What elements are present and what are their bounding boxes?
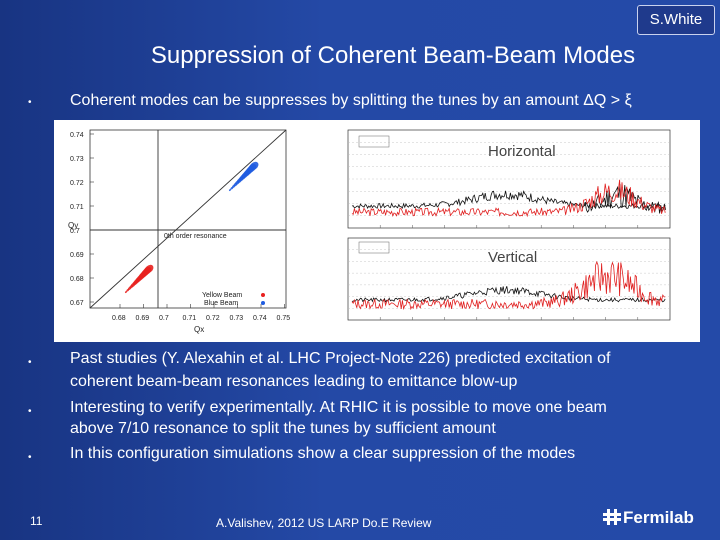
tune-x-tick-label: 0.71 [183,315,197,322]
tune-x-tick-label: 0.75 [277,315,291,322]
tune-x-tick-label: 0.73 [230,315,244,322]
tune-x-tick-label: 0.68 [112,315,126,322]
fermilab-logo-icon [603,509,621,525]
horizontal-grid [348,142,670,228]
bullet-text-2-line-2: coherent beam-beam resonances leading to… [70,373,518,390]
resonance-label: 0th order resonance [164,233,227,240]
bullet-text-1: Coherent modes can be suppresses by spli… [70,92,632,109]
horizontal-black-trace [351,184,666,214]
yellow-footprint-point [144,264,154,274]
tune-y-tick-label: 0.71 [70,204,84,211]
horizontal-spectrum: Horizontal [347,129,671,229]
legend-blue-marker [261,301,265,305]
simulation-figure: 0th order resonance 0.74 0.73 0.72 0.71 0.7 0… [54,120,700,342]
tune-x-tick-label: 0.74 [253,315,267,322]
bullet-text-2-line-1: Past studies (Y. Alexahin et al. LHC Pro… [70,350,611,367]
tune-x-tick-label: 0.69 [136,315,150,322]
legend-yellow-marker [261,293,265,297]
horizontal-legend-box [358,135,390,148]
tune-xlabel: Qx [194,325,204,334]
blue-footprint-point [228,188,232,192]
footer-text: A.Valishev, 2012 US LARP Do.E Review [216,516,432,530]
diagonal-line [89,129,287,309]
tune-y-tick-label: 0.7 [70,228,80,235]
tune-ylabel: Qy [68,221,78,230]
bullet-marker-2: • [28,357,32,368]
bullet-marker-1: • [28,97,32,108]
blue-beam-cluster [228,161,259,192]
bullet-text-3-line-2: above 7/10 resonance to split the tunes … [70,420,496,437]
author-badge: S.White [637,5,715,35]
vertical-spectrum: Vertical [347,237,671,321]
vertical-black-trace [351,286,666,303]
tune-y-tick-label: 0.74 [70,132,84,139]
bullet-marker-3: • [28,406,32,417]
fermilab-logo: Fermilab [603,508,694,528]
tune-x-ticks: 0.68 0.69 0.7 0.71 0.72 0.73 0.74 0.75 [112,304,290,322]
tune-y-ticks: 0.74 0.73 0.72 0.71 0.7 0.69 0.68 0.67 [70,132,94,307]
yellow-footprint-point [124,290,128,294]
bullet-text-4: In this configuration simulations show a… [70,445,576,462]
vertical-label: Vertical [488,249,537,266]
legend-blue-label: Blue Beam [204,300,238,307]
vertical-red-trace [351,260,666,311]
tune-y-tick-label: 0.67 [70,300,84,307]
yellow-beam-cluster [124,264,154,294]
tune-diagram: 0th order resonance 0.740.730.720.710.70… [68,129,290,334]
page-number: 11 [30,514,43,528]
tune-legend: Yellow Beam Blue Beam [202,292,265,307]
horizontal-red-trace [351,179,666,218]
tune-x-tick-label: 0.7 [159,315,169,322]
tune-y-tick-label: 0.69 [70,252,84,259]
bullet-marker-4: • [28,452,32,463]
tune-y-tick-label: 0.73 [70,156,84,163]
figure-svg: 0th order resonance 0.740.730.720.710.70… [68,129,671,334]
logo-text: Fermilab [623,508,694,527]
vertical-legend-box [358,241,390,254]
bullet-text-3-line-1: Interesting to verify experimentally. At… [70,399,607,416]
tune-y-tick-label: 0.68 [70,276,84,283]
slide-title: Suppression of Coherent Beam-Beam Modes [150,42,636,69]
blue-footprint-point [249,161,259,171]
tune-x-tick-label: 0.72 [206,315,220,322]
horizontal-label: Horizontal [488,143,556,160]
legend-yellow-label: Yellow Beam [202,292,242,299]
tune-y-tick-label: 0.72 [70,180,84,187]
